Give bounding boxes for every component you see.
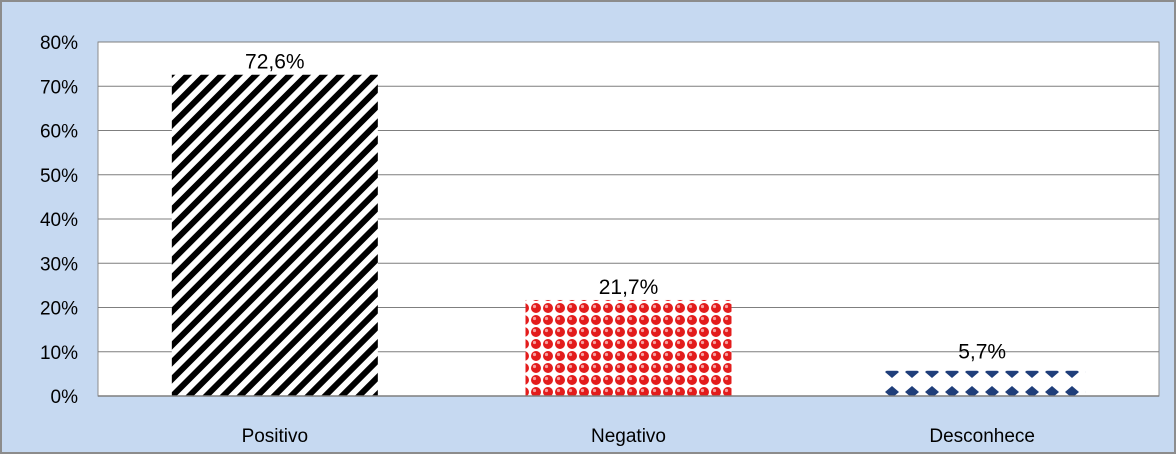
- data-label: 21,7%: [599, 276, 659, 299]
- bar-desconhece: [879, 370, 1086, 396]
- bar-negativo: [525, 299, 732, 396]
- x-tick-label: Desconhece: [929, 426, 1035, 447]
- y-tick-label: 60%: [40, 122, 78, 143]
- data-label: 72,6%: [245, 51, 305, 74]
- data-label: 5,7%: [958, 340, 1006, 363]
- bar-positivo: [171, 74, 378, 397]
- y-tick-label: 80%: [40, 33, 78, 54]
- y-tick-label: 50%: [40, 166, 78, 187]
- x-tick-label: Negativo: [591, 426, 666, 447]
- y-tick-label: 0%: [51, 387, 79, 408]
- y-tick-label: 70%: [40, 77, 78, 98]
- y-tick-label: 30%: [40, 254, 78, 275]
- y-tick-label: 20%: [40, 299, 78, 320]
- x-tick-label: Positivo: [242, 426, 309, 447]
- y-tick-label: 40%: [40, 210, 78, 231]
- y-tick-label: 10%: [40, 343, 78, 364]
